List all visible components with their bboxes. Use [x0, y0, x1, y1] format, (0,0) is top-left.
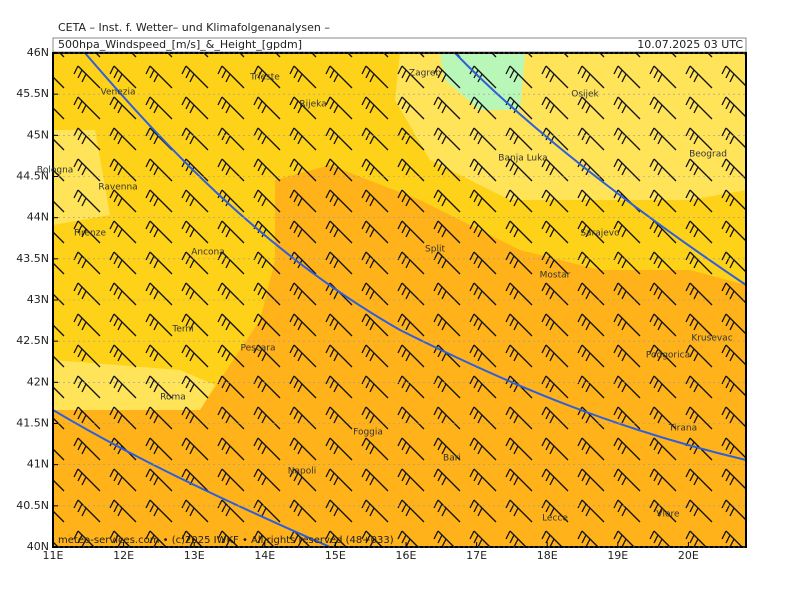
city-label: Split	[425, 245, 445, 255]
lon-label: 19E	[607, 549, 628, 562]
valid-time: 10.07.2025 03 UTC	[637, 38, 743, 51]
city-label: Foggia	[353, 428, 383, 438]
city-label: Tirana	[668, 424, 697, 434]
city-label: Osijek	[571, 90, 599, 100]
lat-label: 42.5N	[16, 334, 49, 347]
lat-label: 45N	[27, 128, 49, 141]
lat-label: 43.5N	[16, 252, 49, 265]
lat-label: 41.5N	[16, 417, 49, 430]
city-label: Bari	[443, 454, 461, 464]
lon-label: 17E	[466, 549, 487, 562]
lon-label: 20E	[678, 549, 699, 562]
height-isoline	[84, 53, 746, 461]
city-label: Ravenna	[98, 183, 137, 193]
city-label: Venezia	[101, 88, 136, 98]
institute: CETA – Inst. f. Wetter– und Klimafolgena…	[58, 21, 330, 34]
city-label: Pescara	[240, 344, 275, 354]
footer: meteo-services.com • (c)2025 IWKF • All …	[58, 535, 394, 546]
city-label: Vlore	[656, 510, 680, 520]
lat-label: 45.5N	[16, 87, 49, 100]
city-label: Mostar	[540, 271, 571, 281]
lon-label: 13E	[184, 549, 205, 562]
city-label: Zagreb	[409, 69, 441, 79]
lat-label: 42N	[27, 375, 49, 388]
lat-label: 40N	[27, 540, 49, 553]
lat-label: 44.5N	[16, 170, 49, 183]
lon-label: 11E	[43, 549, 64, 562]
height-isoline	[53, 409, 331, 547]
city-label: Trieste	[249, 73, 280, 83]
city-label: Napoli	[288, 467, 316, 477]
product: 500hpa_Windspeed_[m/s]_&_Height_[gpdm]	[58, 38, 302, 51]
city-label: Krusevac	[691, 334, 732, 344]
lat-label: 44N	[27, 211, 49, 224]
city-label: Beograd	[689, 150, 727, 160]
city-label: Terni	[171, 325, 193, 335]
city-label: Lecce	[542, 514, 568, 524]
lat-label: 43N	[27, 293, 49, 306]
lon-label: 18E	[537, 549, 558, 562]
lon-label: 15E	[325, 549, 346, 562]
lat-label: 40.5N	[16, 499, 49, 512]
lat-label: 41N	[27, 458, 49, 471]
lat-label: 46N	[27, 46, 49, 59]
lon-label: 14E	[254, 549, 275, 562]
lon-label: 16E	[396, 549, 417, 562]
city-label: Banja Luka	[498, 154, 547, 164]
lon-label: 12E	[113, 549, 134, 562]
city-label: Bologna	[37, 166, 74, 176]
city-label: Rijeka	[299, 100, 326, 110]
labels: 46N 45.5N 45N 44.5N 44N 43.5N 43N 42.5N 42N 41.5N…	[16, 46, 746, 562]
city-label: Firenze	[74, 229, 106, 239]
city-label: Ancona	[191, 248, 225, 258]
city-label: Podgorica	[646, 351, 690, 361]
city-label: Roma	[160, 393, 186, 403]
height-isoline	[454, 53, 746, 286]
city-label: Sarajevo	[580, 229, 620, 239]
